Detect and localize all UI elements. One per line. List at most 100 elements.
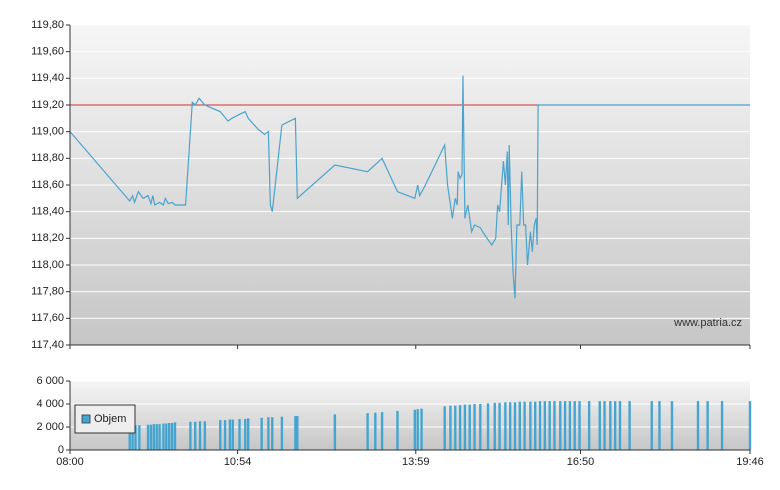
y-tick-label: 118,40 [31,206,64,218]
volume-bar [246,418,250,450]
volume-bar [468,404,471,450]
volume-bar [720,401,724,450]
volume-bar [203,421,207,450]
volume-bar [380,412,384,450]
legend-swatch [81,414,91,424]
volume-bar [416,409,419,450]
plot-background [70,381,750,450]
watermark: www.patria.cz [673,317,742,329]
volume-bar [748,401,752,450]
volume-bar [296,416,299,450]
volume-bar [658,401,661,450]
volume-bar [333,414,337,450]
volume-bar [458,405,462,450]
volume-bar [650,401,653,450]
x-tick-label: 08:00 [56,456,84,468]
volume-bar [479,404,482,450]
y-tick-label: 118,00 [31,259,64,271]
volume-bar [128,425,131,450]
volume-bar [508,402,512,450]
volume-bar [493,402,496,450]
volume-bar [168,422,171,450]
volume-bar [134,425,137,450]
volume-bar [194,421,197,450]
volume-bar [513,402,517,450]
volume-bar [613,401,617,450]
volume-bar [189,421,192,450]
y-tick-label: 2 000 [36,421,64,433]
volume-bar [559,401,562,450]
volume-bar [366,413,369,450]
volume-bar [170,422,174,450]
volume-bar [529,401,532,450]
volume-bar [152,424,155,450]
volume-bar [553,401,556,450]
y-tick-label: 0 [58,444,64,456]
volume-bar [670,401,674,450]
y-tick-label: 118,60 [31,179,64,191]
volume-bar [223,420,227,450]
volume-bar [155,424,158,450]
x-tick-label: 19:46 [736,456,764,468]
volume-bar [609,401,612,450]
volume-bar [618,401,622,450]
volume-bar [238,418,241,450]
volume-bar [573,401,576,450]
volume-bar [271,417,274,450]
volume-bar [504,402,507,450]
volume-bar [543,401,547,450]
volume-bar [449,405,452,450]
volume-bar [443,406,446,450]
volume-bar [294,416,297,450]
volume-bar [518,401,522,450]
volume-bar [498,402,501,450]
y-tick-label: 118,80 [31,152,64,164]
volume-bar [165,423,168,450]
volume-bar [162,423,165,450]
y-tick-label: 117,40 [31,339,64,351]
volume-bar [534,401,537,450]
volume-bar [628,401,631,450]
y-tick-label: 119,80 [31,19,64,31]
volume-bar [396,410,399,450]
volume-bar [260,417,263,450]
volume-bar [598,401,601,450]
volume-bar [538,401,542,450]
x-tick-label: 16:50 [567,456,595,468]
volume-bar [696,401,700,450]
volume-bar [267,417,270,450]
y-tick-label: 119,60 [31,46,64,58]
y-tick-label: 117,80 [31,286,64,298]
volume-bar [280,416,284,450]
volume-bar [563,401,567,450]
volume-bar [413,409,417,450]
volume-bar [603,401,606,450]
volume-bar [219,420,222,450]
volume-bar [244,418,247,450]
volume-bar [231,419,234,450]
price-line [69,75,750,299]
y-tick-label: 118,20 [31,232,64,244]
volume-bar [578,401,581,450]
x-tick-label: 10:54 [224,456,252,468]
volume-bar [568,401,572,450]
volume-bar [463,404,467,450]
volume-bar [587,401,591,450]
volume-bar [454,405,457,450]
volume-bar [523,401,526,450]
y-tick-label: 119,00 [31,126,64,138]
x-tick-label: 13:59 [402,456,430,468]
y-tick-label: 117,60 [31,312,64,324]
volume-bar [173,422,177,450]
volume-bar [138,425,141,450]
volume-bar [198,421,202,450]
legend-label: Objem [94,413,126,425]
volume-bar [486,403,490,450]
y-tick-label: 119,20 [31,99,64,111]
y-tick-label: 4 000 [36,398,64,410]
volume-bar [706,401,709,450]
y-tick-label: 6 000 [36,375,64,387]
volume-bar [473,404,476,450]
volume-bar [158,424,161,450]
